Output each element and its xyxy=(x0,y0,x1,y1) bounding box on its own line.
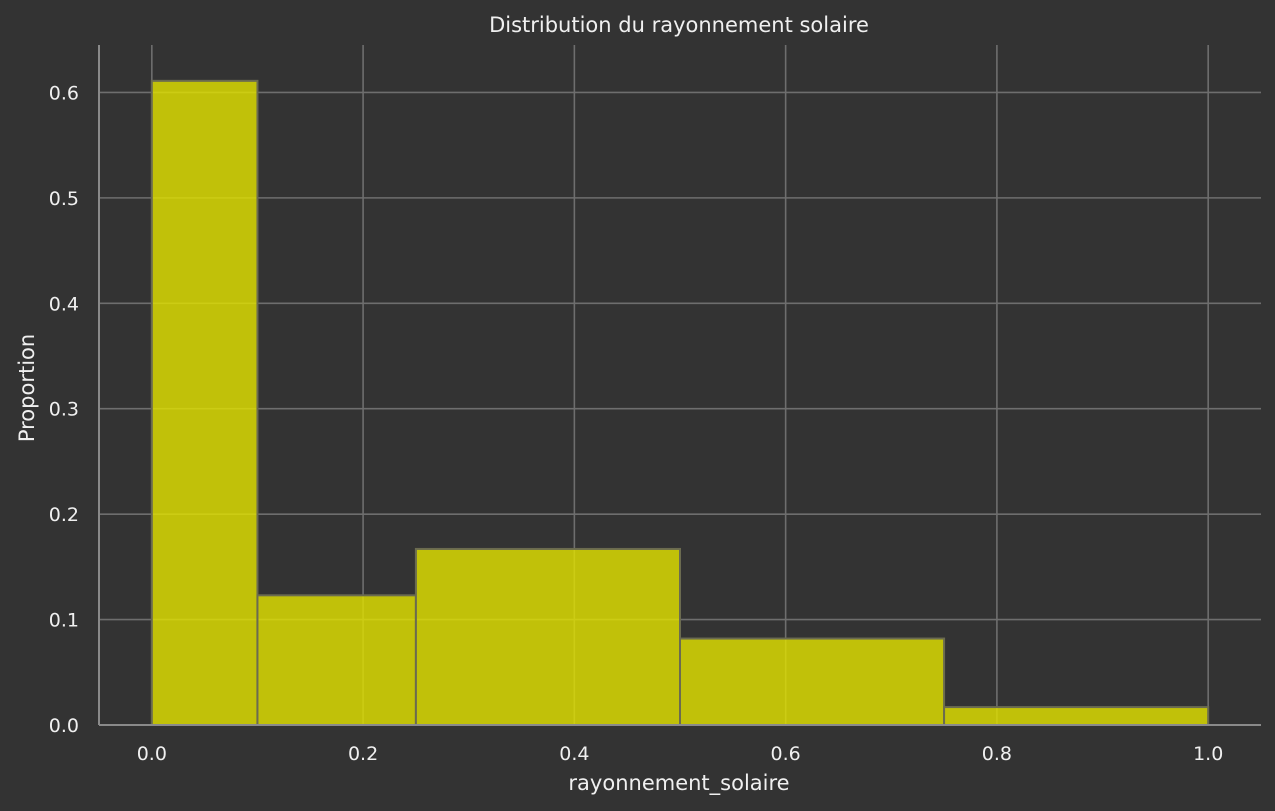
x-tick-label: 0.0 xyxy=(137,743,167,765)
histogram-bar xyxy=(150,79,259,726)
histogram-bar xyxy=(943,706,1210,726)
histogram-bar xyxy=(256,594,417,726)
x-tick-labels: 0.0 0.2 0.4 0.6 0.8 1.0 xyxy=(137,743,1224,765)
x-tick-label: 0.4 xyxy=(559,743,589,765)
y-tick-label: 0.4 xyxy=(49,293,79,315)
x-tick-label: 0.2 xyxy=(348,743,378,765)
y-tick-label: 0.3 xyxy=(49,399,79,421)
x-tick-label: 0.6 xyxy=(771,743,801,765)
y-axis-label: Proportion xyxy=(15,334,39,442)
histogram-bars xyxy=(150,79,1210,727)
y-tick-label: 0.2 xyxy=(49,504,79,526)
histogram-bar xyxy=(414,547,681,726)
x-tick-label: 0.8 xyxy=(982,743,1012,765)
axis-spines xyxy=(98,45,1261,726)
histogram-bar xyxy=(679,637,946,727)
y-tick-label: 0.0 xyxy=(49,715,79,737)
y-tick-label: 0.5 xyxy=(49,188,79,210)
x-tick-label: 1.0 xyxy=(1193,743,1223,765)
y-tick-label: 0.6 xyxy=(49,82,79,104)
y-tick-label: 0.1 xyxy=(49,610,79,632)
x-axis-label: rayonnement_solaire xyxy=(568,771,789,796)
chart-title: Distribution du rayonnement solaire xyxy=(489,13,869,37)
y-tick-labels: 0.0 0.1 0.2 0.3 0.4 0.5 0.6 xyxy=(49,82,79,737)
